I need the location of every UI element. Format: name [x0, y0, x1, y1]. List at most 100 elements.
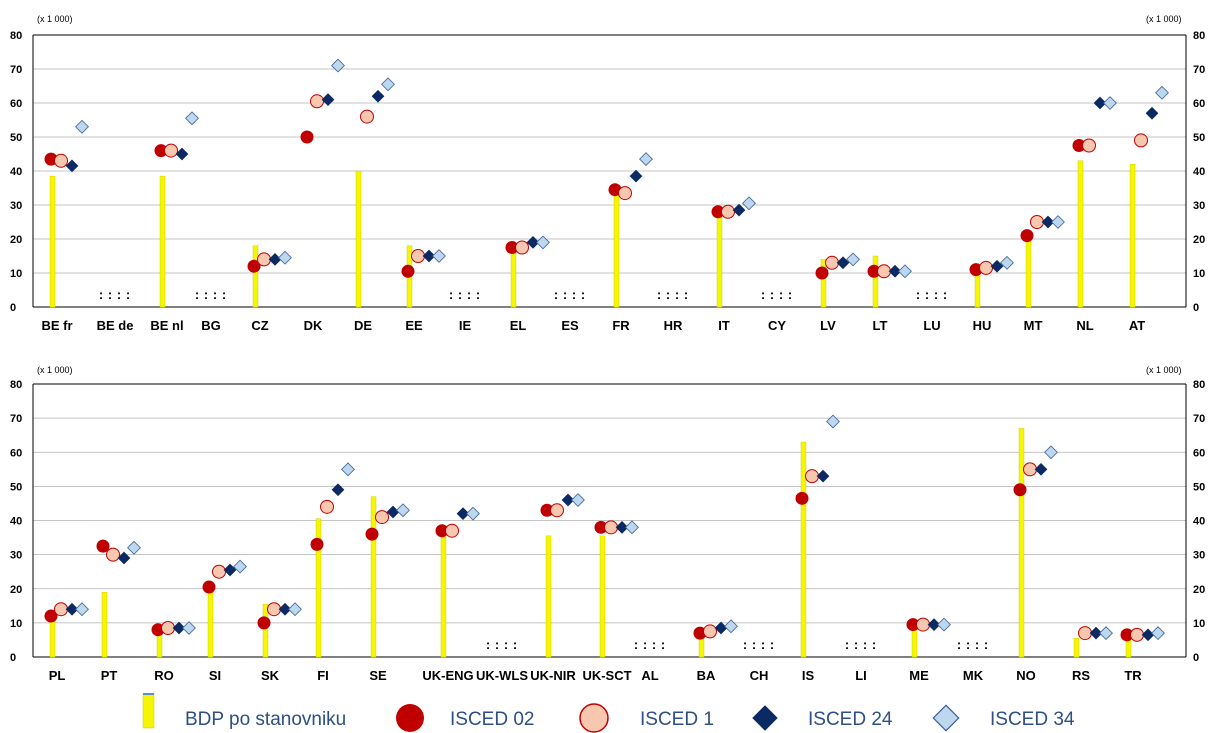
not-available-marker: : — [752, 637, 756, 652]
marker-isced34 — [724, 619, 738, 634]
bar-bdp — [545, 535, 552, 658]
marker-isced1 — [54, 153, 68, 168]
not-available-marker: : — [854, 637, 858, 652]
marker-isced1 — [54, 602, 68, 617]
category-label: SI — [209, 668, 221, 683]
not-available-marker: : — [467, 287, 471, 302]
category-label: LT — [873, 318, 888, 333]
not-available-marker: : — [770, 287, 774, 302]
marker-isced34 — [625, 520, 639, 535]
marker-isced1 — [618, 186, 632, 201]
legend-isced24-marker — [752, 705, 778, 731]
marker-isced34 — [331, 58, 345, 73]
not-available-marker: : — [204, 287, 208, 302]
marker-isced34 — [846, 252, 860, 267]
bar-bdp — [716, 214, 723, 308]
category-label: NL — [1076, 318, 1093, 333]
not-available-marker: : — [449, 287, 453, 302]
marker-isced02 — [365, 527, 379, 541]
marker-isced02 — [594, 520, 608, 534]
marker-isced24 — [816, 469, 830, 483]
marker-isced34 — [466, 506, 480, 521]
not-available-marker: : — [925, 287, 929, 302]
bar-bdp — [159, 175, 166, 308]
not-available-marker: : — [957, 637, 961, 652]
not-available-marker: : — [684, 287, 688, 302]
marker-isced02 — [202, 580, 216, 594]
not-available-marker: : — [99, 287, 103, 302]
y-tick-label-right: 70 — [1193, 413, 1205, 425]
bar-bdp — [872, 255, 879, 308]
y-tick-label-right: 10 — [1193, 618, 1205, 630]
marker-isced24 — [1145, 106, 1159, 120]
category-label: IT — [718, 318, 730, 333]
unit-label-right: (x 1 000) — [1146, 14, 1182, 24]
marker-isced1 — [1082, 138, 1096, 153]
not-available-marker: : — [213, 287, 217, 302]
marker-isced1 — [164, 143, 178, 158]
marker-isced34 — [1155, 85, 1169, 100]
category-label: FI — [317, 668, 329, 683]
not-available-marker: : — [943, 287, 947, 302]
marker-isced1 — [805, 469, 819, 484]
not-available-marker: : — [554, 287, 558, 302]
y-tick-label-left: 70 — [10, 413, 22, 425]
bar-bdp — [1129, 163, 1136, 308]
marker-isced24 — [321, 93, 335, 106]
not-available-marker: : — [195, 287, 199, 302]
marker-isced24 — [422, 249, 436, 263]
marker-isced34 — [127, 540, 141, 555]
marker-isced02 — [44, 609, 58, 623]
legend-isced1-marker — [579, 703, 609, 733]
not-available-marker: : — [495, 637, 499, 652]
y-tick-label-right: 40 — [1193, 516, 1205, 528]
marker-isced02 — [540, 503, 554, 517]
legend-isced34-label: ISCED 34 — [990, 709, 1075, 730]
y-tick-label-left: 80 — [10, 379, 22, 391]
y-tick-label-right: 30 — [1193, 200, 1205, 212]
y-tick-label-left: 30 — [10, 200, 22, 212]
category-label: BG — [201, 318, 221, 333]
not-available-marker: : — [779, 287, 783, 302]
y-tick-label-right: 10 — [1193, 268, 1205, 280]
y-tick-label-right: 60 — [1193, 447, 1205, 459]
marker-isced34 — [1000, 255, 1014, 270]
marker-isced1 — [375, 510, 389, 525]
marker-isced34 — [432, 249, 446, 263]
marker-isced24 — [1141, 628, 1155, 642]
y-tick-label-right: 40 — [1193, 166, 1205, 178]
not-available-marker: : — [108, 287, 112, 302]
category-label: UK-NIR — [530, 668, 576, 683]
marker-isced02 — [1013, 483, 1027, 497]
y-tick-label-right: 0 — [1193, 652, 1199, 664]
marker-isced34 — [233, 559, 247, 574]
category-label: AT — [1129, 318, 1145, 333]
marker-isced1 — [721, 204, 735, 219]
marker-isced1 — [825, 255, 839, 270]
y-tick-label-left: 0 — [10, 652, 16, 664]
marker-isced1 — [1130, 627, 1144, 642]
marker-isced1 — [212, 564, 226, 579]
marker-isced02 — [815, 266, 829, 280]
marker-isced34 — [182, 621, 196, 635]
category-label: UK-WLS — [476, 668, 528, 683]
bar-bdp — [315, 518, 322, 658]
y-tick-label-left: 60 — [10, 447, 22, 459]
not-available-marker: : — [863, 637, 867, 652]
y-tick-label-right: 20 — [1193, 584, 1205, 596]
bar-bdp — [207, 588, 214, 658]
category-label: NO — [1016, 668, 1036, 683]
marker-isced1 — [916, 617, 930, 632]
marker-isced02 — [257, 616, 271, 630]
category-label: PL — [49, 668, 66, 683]
category-label: RS — [1072, 668, 1090, 683]
category-label: PT — [101, 668, 118, 683]
marker-isced02 — [867, 264, 881, 278]
marker-isced1 — [106, 547, 120, 562]
not-available-marker: : — [657, 287, 661, 302]
not-available-marker: : — [975, 637, 979, 652]
bar-bdp — [1018, 428, 1025, 658]
not-available-marker: : — [513, 637, 517, 652]
bar-bdp — [1073, 638, 1080, 658]
